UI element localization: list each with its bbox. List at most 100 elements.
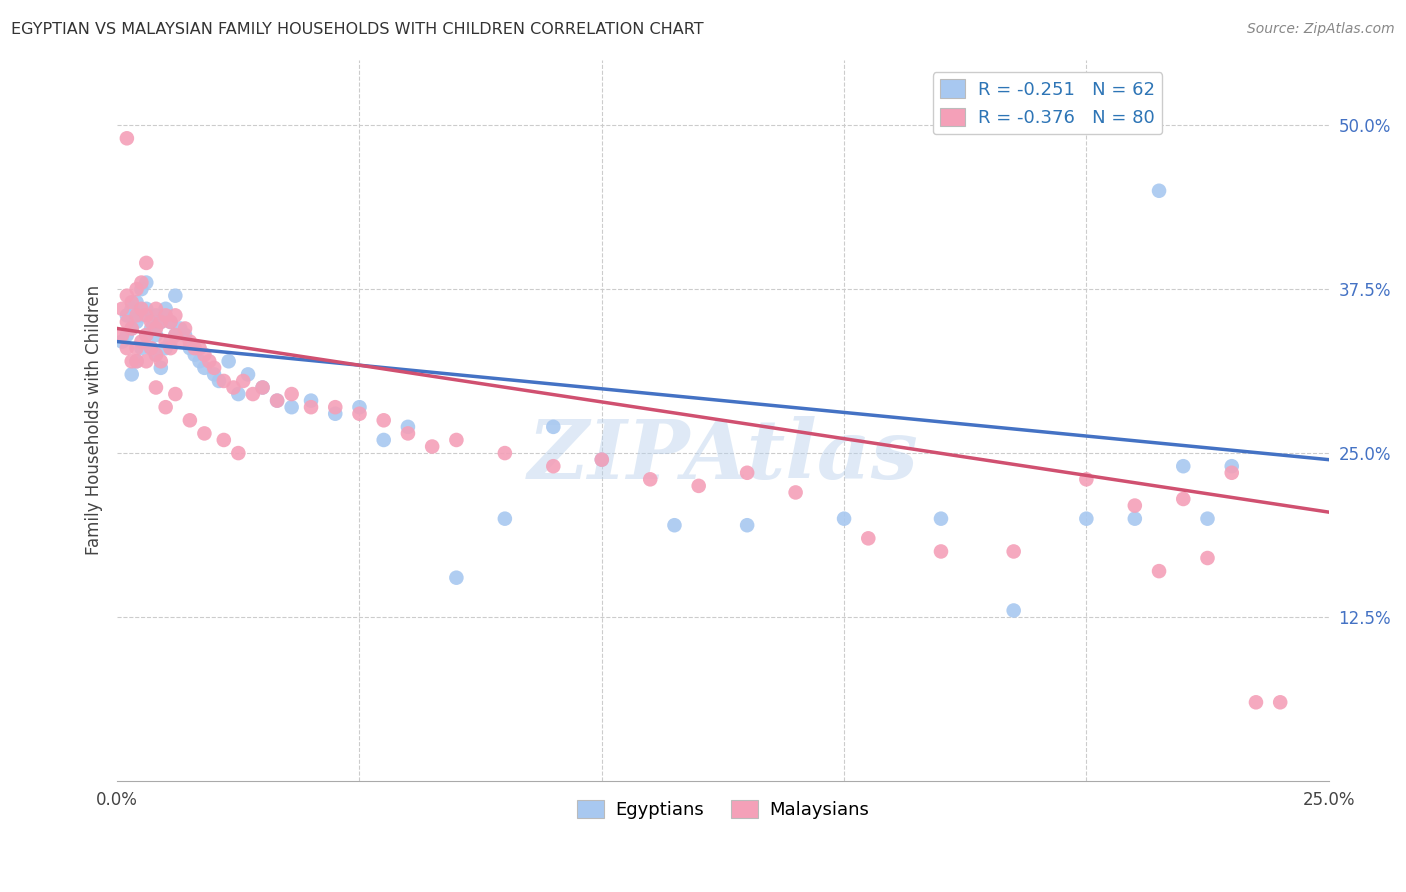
Text: EGYPTIAN VS MALAYSIAN FAMILY HOUSEHOLDS WITH CHILDREN CORRELATION CHART: EGYPTIAN VS MALAYSIAN FAMILY HOUSEHOLDS … (11, 22, 704, 37)
Point (228, 387, 250, 401)
Point (174, 328, 197, 343)
Point (121, 321, 143, 335)
Point (165, 309, 187, 323)
Point (115, 309, 138, 323)
Point (145, 309, 167, 323)
Point (135, 328, 157, 343)
Point (145, 321, 167, 335)
Point (145, 348, 167, 362)
Point (125, 282, 148, 296)
Point (155, 334, 177, 349)
Point (125, 341, 148, 355)
Point (165, 328, 187, 343)
Point (155, 400, 177, 414)
Point (232, 374, 254, 388)
Point (188, 341, 211, 355)
Point (149, 360, 172, 375)
Point (349, 407, 371, 421)
Point (135, 256, 157, 270)
Point (373, 413, 395, 427)
Point (494, 446, 516, 460)
Point (125, 295, 148, 310)
Point (218, 354, 240, 368)
Point (494, 511, 516, 525)
Point (159, 341, 181, 355)
Point (115, 315, 138, 329)
Point (183, 348, 205, 362)
Point (1076, 511, 1098, 525)
Point (222, 380, 245, 394)
Point (1270, 695, 1292, 709)
Point (145, 380, 167, 394)
Point (929, 511, 952, 525)
Point (169, 321, 191, 335)
Point (1147, 184, 1170, 198)
Point (125, 309, 148, 323)
Point (145, 328, 167, 343)
Point (179, 334, 201, 349)
Point (131, 301, 153, 316)
Point (420, 440, 443, 454)
Legend: Egyptians, Malaysians: Egyptians, Malaysians (569, 792, 876, 826)
Point (1220, 466, 1243, 480)
Point (188, 354, 211, 368)
Point (1220, 459, 1243, 474)
Point (638, 472, 661, 486)
Point (252, 380, 274, 394)
Point (125, 354, 148, 368)
Point (131, 276, 153, 290)
Point (179, 413, 201, 427)
Point (446, 571, 468, 585)
Point (135, 354, 157, 368)
Point (858, 532, 880, 546)
Point (1197, 511, 1219, 525)
Point (155, 301, 177, 316)
Point (785, 485, 807, 500)
Point (236, 368, 259, 382)
Point (139, 341, 162, 355)
Point (115, 131, 138, 145)
Point (149, 354, 172, 368)
Point (121, 354, 143, 368)
Point (139, 315, 162, 329)
Point (121, 368, 143, 382)
Point (149, 315, 172, 329)
Point (165, 288, 187, 302)
Point (131, 309, 153, 323)
Point (1123, 499, 1146, 513)
Point (135, 276, 157, 290)
Point (1244, 695, 1267, 709)
Point (543, 420, 565, 434)
Point (145, 301, 167, 316)
Text: ZIPAtlas: ZIPAtlas (527, 417, 918, 496)
Point (202, 360, 225, 375)
Point (139, 321, 162, 335)
Point (111, 301, 134, 316)
Point (832, 511, 855, 525)
Point (1197, 551, 1219, 566)
Point (135, 328, 157, 343)
Point (280, 400, 302, 414)
Point (115, 341, 138, 355)
Point (155, 309, 177, 323)
Point (145, 348, 167, 362)
Point (131, 334, 153, 349)
Point (115, 288, 138, 302)
Point (131, 341, 153, 355)
Point (591, 452, 613, 467)
Point (193, 426, 215, 441)
Point (1123, 511, 1146, 525)
Point (664, 518, 686, 533)
Point (159, 315, 181, 329)
Point (446, 433, 468, 447)
Point (688, 479, 710, 493)
Point (111, 334, 134, 349)
Point (149, 315, 172, 329)
Point (139, 341, 162, 355)
Point (159, 334, 181, 349)
Point (125, 354, 148, 368)
Point (212, 433, 235, 447)
Text: Source: ZipAtlas.com: Source: ZipAtlas.com (1247, 22, 1395, 37)
Point (280, 387, 302, 401)
Point (198, 354, 221, 368)
